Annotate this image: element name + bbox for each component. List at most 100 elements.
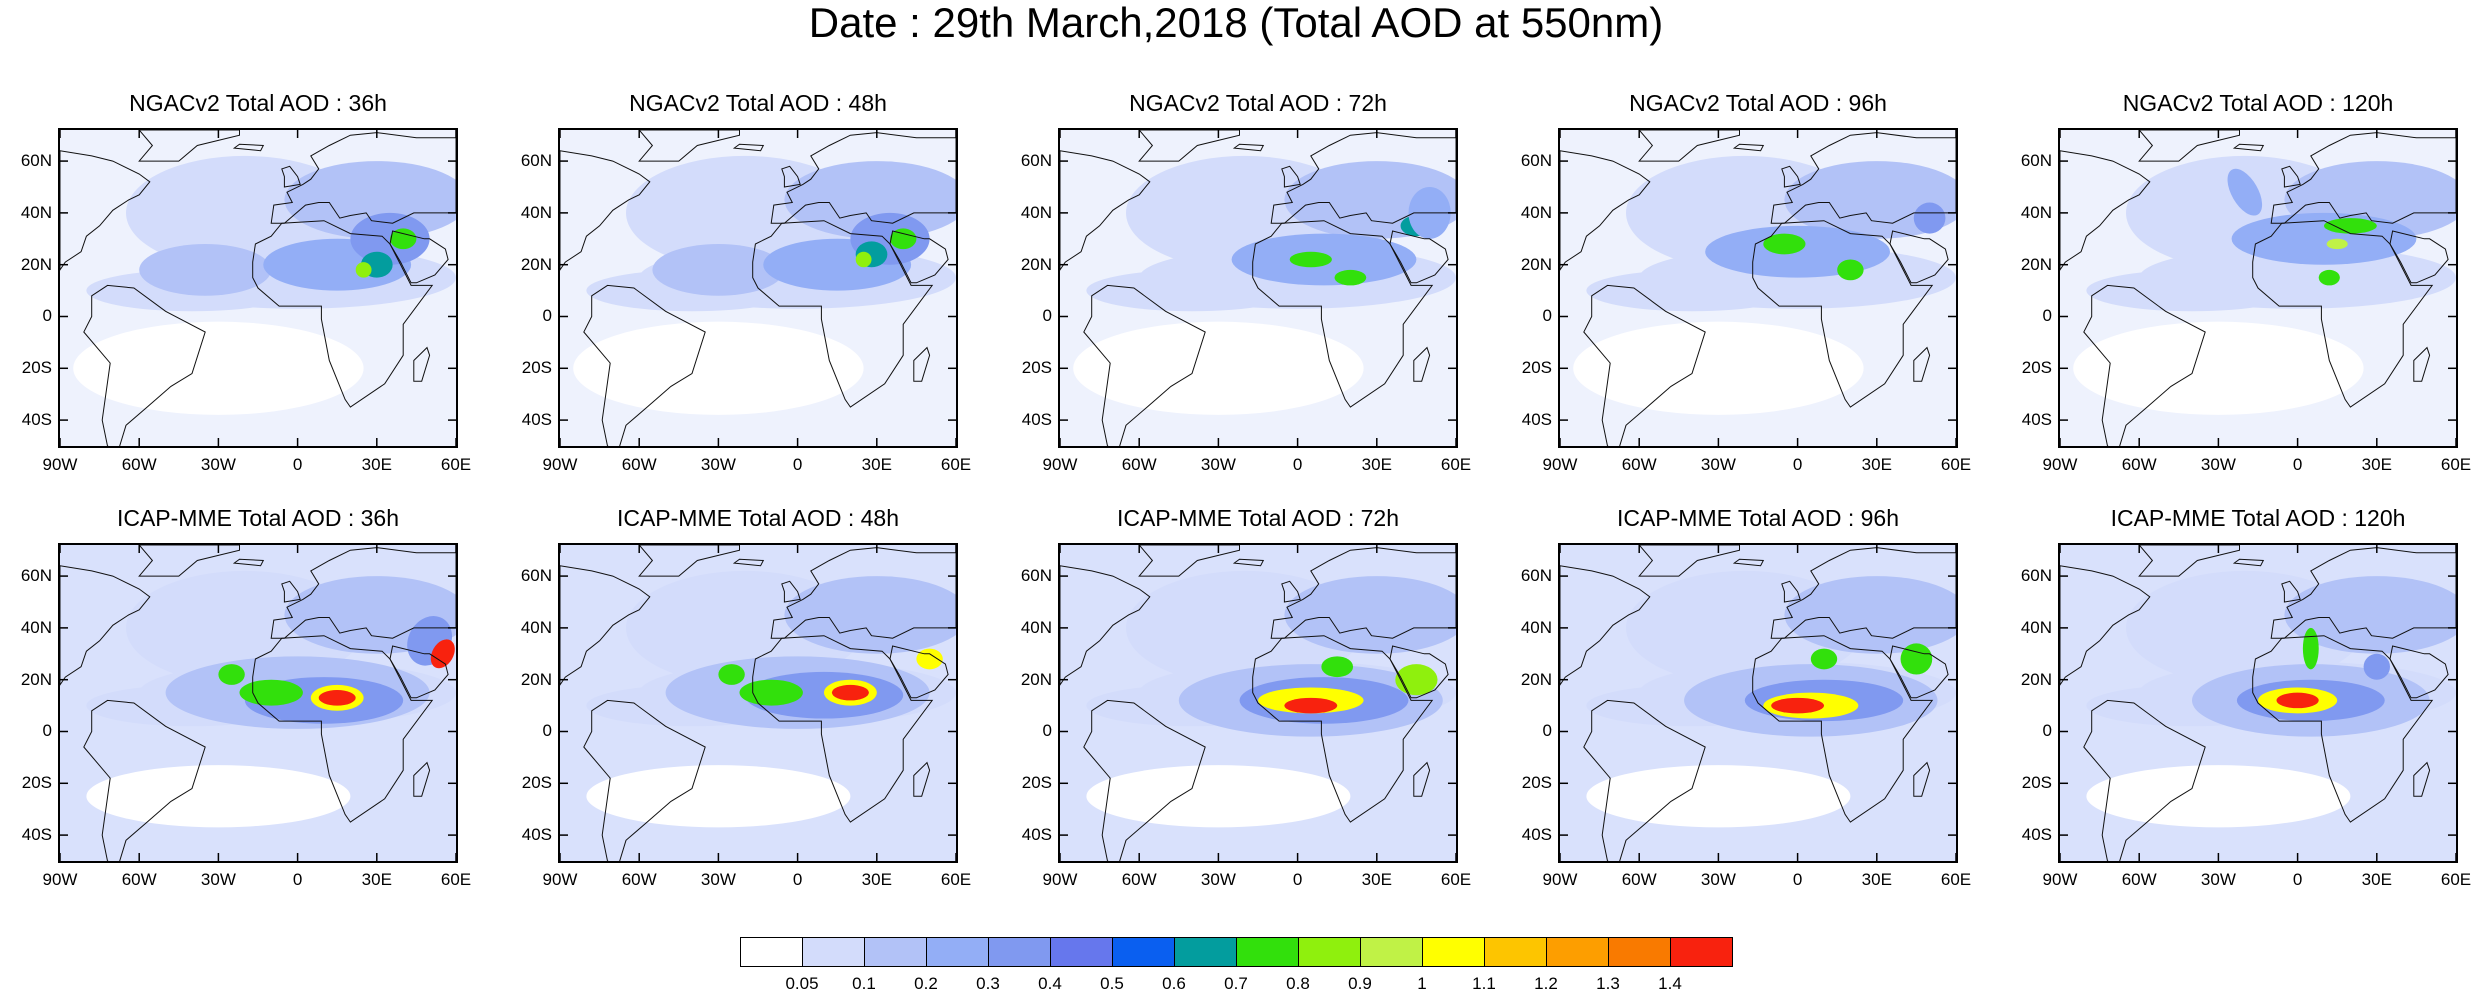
coastline-europe — [1770, 132, 1956, 224]
lat-tick-label: 20N — [2020, 254, 2052, 274]
coastline-madagascar — [1913, 346, 1931, 382]
aod-map — [1558, 543, 1958, 863]
coastline-arabia — [389, 230, 449, 284]
panel-title: NGACv2 Total AOD : 96h — [1629, 90, 1887, 116]
colorbar-swatch — [864, 937, 927, 967]
lat-tick-label: 40S — [1021, 825, 1052, 845]
lat-tick-label: 60N — [520, 151, 552, 171]
coastline-uk — [281, 580, 301, 603]
coastline-namerica — [1560, 565, 1651, 686]
aod-contour — [318, 690, 356, 706]
lon-tick-label: 90W — [1542, 455, 1578, 474]
aod-map — [558, 128, 958, 448]
map-canvas — [560, 130, 956, 446]
aod-clear-region — [2086, 765, 2351, 828]
coastline-africa — [1752, 635, 1934, 823]
coastline-samerica — [1583, 699, 1706, 861]
aod-contour — [1784, 576, 1956, 654]
aod-contour — [2324, 218, 2377, 234]
aod-contour — [2276, 692, 2319, 709]
coastline-greenland — [638, 545, 740, 577]
lat-tick-label: 20N — [1020, 254, 1052, 274]
panel-title: NGACv2 Total AOD : 48h — [629, 90, 887, 116]
aod-contour — [390, 228, 417, 250]
aod-contour — [139, 243, 272, 296]
colorbar-label: 0.7 — [1224, 974, 1248, 993]
coastline-madagascar — [413, 346, 431, 382]
lat-tick-label: 60N — [20, 566, 52, 586]
aod-contour — [2284, 576, 2456, 654]
panel-title: ICAP-MME Total AOD : 120h — [2110, 505, 2406, 531]
colorbar-label: 0.5 — [1100, 974, 1124, 993]
coastline-namerica — [560, 565, 651, 686]
coastline-africa — [2252, 635, 2434, 823]
lat-tick-label: 40N — [2020, 617, 2052, 637]
lon-tick-label: 60E — [440, 455, 472, 474]
aod-clear-region — [1573, 321, 1864, 415]
map-canvas — [1060, 545, 1456, 861]
map-canvas — [560, 545, 956, 861]
lat-tick-label: 20S — [21, 773, 52, 793]
lon-tick-label: 60E — [1440, 455, 1472, 474]
lon-tick-label: 0 — [792, 870, 803, 889]
coastline-arabia — [1389, 645, 1449, 699]
lat-tick-label: 40S — [21, 410, 52, 430]
lon-tick-label: 60E — [2440, 870, 2472, 889]
lat-tick-label: 40N — [520, 617, 552, 637]
lon-tick-label: 90W — [1042, 870, 1078, 889]
coastline-greenland — [2138, 545, 2240, 577]
colorbar-swatch — [1050, 937, 1113, 967]
lat-tick-label: 20S — [521, 358, 552, 378]
coastline-iceland — [732, 143, 765, 152]
coastline-samerica — [2083, 699, 2206, 861]
coastline-greenland — [1638, 545, 1740, 577]
map-panel: NGACv2 Total AOD : 120h 60N 40N 20N 0 20S 40S 9… — [2021, 90, 2471, 474]
coastline-iceland — [732, 558, 765, 567]
coastline-arabia — [889, 645, 949, 699]
coastline-greenland — [1638, 130, 1740, 162]
colorbar-swatch — [1236, 937, 1299, 967]
coastline-africa — [1252, 220, 1434, 408]
coastline-samerica — [83, 699, 206, 861]
lon-tick-label: 0 — [792, 455, 803, 474]
coastline-greenland — [2138, 130, 2240, 162]
lon-tick-label: 90W — [2042, 870, 2078, 889]
coastline-uk — [2281, 165, 2301, 188]
coastline-iceland — [1232, 558, 1265, 567]
coastline-europe — [2270, 132, 2456, 224]
lat-tick-label: 60N — [520, 566, 552, 586]
coastline-madagascar — [2413, 761, 2431, 797]
lon-tick-label: 0 — [2292, 870, 2303, 889]
lat-tick-label: 0 — [1042, 721, 1052, 741]
coastline-iceland — [1732, 143, 1765, 152]
aod-clear-region — [1586, 765, 1851, 828]
colorbar-label: 1.3 — [1596, 974, 1620, 993]
aod-contour — [916, 648, 943, 670]
aod-contour — [350, 212, 430, 265]
aod-contour — [1284, 576, 1456, 654]
aod-map — [58, 543, 458, 863]
lon-tick-label: 60E — [440, 870, 472, 889]
lon-tick-label: 60W — [1121, 455, 1157, 474]
coastline-europe — [770, 547, 956, 639]
coastline-africa — [2252, 220, 2434, 408]
lon-tick-label: 30E — [361, 455, 392, 474]
aod-contour — [784, 576, 956, 654]
aod-contour — [218, 664, 245, 685]
colorbar-swatch — [1360, 937, 1423, 967]
colorbar-swatch — [1546, 937, 1609, 967]
colorbar-label: 0.05 — [785, 974, 819, 993]
lat-tick-label: 60N — [20, 151, 52, 171]
coastline-greenland — [638, 130, 740, 162]
lat-tick-label: 0 — [42, 306, 52, 326]
aod-contour — [2086, 269, 2298, 312]
lon-tick-label: 30W — [1200, 870, 1236, 889]
lon-tick-label: 60E — [940, 455, 972, 474]
lat-tick-label: 40N — [2020, 202, 2052, 222]
aod-contour — [239, 679, 303, 706]
coastline-namerica — [1060, 150, 1151, 271]
map-panel: NGACv2 Total AOD : 36h 60N 40N 20N 0 20S 40S 90… — [21, 90, 471, 474]
coastline-madagascar — [2413, 346, 2431, 382]
aod-contour — [1810, 648, 1838, 670]
panel-title: NGACv2 Total AOD : 36h — [129, 90, 387, 116]
